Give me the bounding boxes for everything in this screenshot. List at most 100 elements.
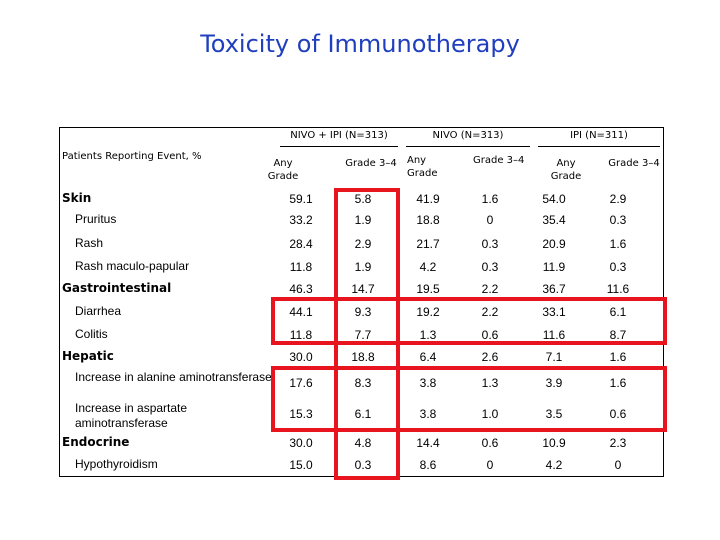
row-label: Colitis — [75, 327, 108, 341]
table-cell: 9.3 — [354, 305, 372, 319]
table-cell: 11.8 — [289, 260, 313, 274]
table-cell: 2.9 — [609, 192, 627, 206]
table-cell: 3.5 — [545, 407, 563, 421]
table-cell: 0.6 — [481, 328, 499, 342]
table-cell: 17.6 — [289, 376, 313, 390]
table-cell: 4.2 — [545, 458, 563, 472]
table-cell: 1.0 — [481, 407, 499, 421]
table-cell: 1.9 — [354, 260, 372, 274]
table-cell: 7.1 — [545, 350, 563, 364]
table-cell: 18.8 — [416, 213, 440, 227]
group-header-nivo-ipi: NIVO + IPI (N=313) — [290, 130, 388, 141]
table-cell: 30.0 — [289, 350, 313, 364]
table-cell: 14.4 — [416, 436, 440, 450]
table-cell: 33.1 — [542, 305, 566, 319]
group-header-ipi: IPI (N=311) — [570, 130, 628, 141]
group-underline-ipi — [538, 146, 660, 147]
group-header-nivo: NIVO (N=313) — [432, 130, 504, 141]
table-cell: 1.6 — [609, 237, 627, 251]
row-label: Pruritus — [75, 212, 117, 226]
row-label: Increase in alanine aminotransferase — [75, 370, 272, 384]
table-cell: 1.6 — [481, 192, 499, 206]
table-cell: 0.3 — [609, 213, 627, 227]
subheader-grade-3-4: Grade 3–4 — [608, 158, 660, 169]
table-cell: 0 — [614, 458, 622, 472]
table-cell: 2.2 — [481, 282, 499, 296]
table-cell: 0.6 — [481, 436, 499, 450]
table-cell: 15.0 — [289, 458, 313, 472]
table-cell: 11.6 — [606, 282, 630, 296]
table-cell: 4.8 — [354, 436, 372, 450]
table-cell: 41.9 — [416, 192, 440, 206]
table-cell: 35.4 — [542, 213, 566, 227]
table-cell: 0.3 — [481, 237, 499, 251]
group-underline-nivo — [406, 146, 530, 147]
table-cell: 0.3 — [481, 260, 499, 274]
table-cell: 2.6 — [481, 350, 499, 364]
table-cell: 30.0 — [289, 436, 313, 450]
table-cell: 1.9 — [354, 213, 372, 227]
subheader-any-grade: Any Grade — [267, 158, 299, 182]
table-cell: 2.3 — [609, 436, 627, 450]
row-label: Rash — [75, 236, 104, 250]
table-cell: 11.6 — [542, 328, 566, 342]
table-cell: 0 — [486, 458, 494, 472]
table-cell: 0.6 — [609, 407, 627, 421]
table-cell: 14.7 — [351, 282, 375, 296]
page-title: Toxicity of Immunotherapy — [200, 30, 520, 58]
table-cell: 28.4 — [289, 237, 313, 251]
table-cell: 1.6 — [609, 376, 627, 390]
table-cell: 10.9 — [542, 436, 566, 450]
subheader-grade-3-4: Grade 3–4 — [473, 155, 525, 166]
row-label: Gastrointestinal — [62, 281, 172, 295]
subheader-any-grade: Any Grade — [407, 155, 438, 179]
row-label: Increase in aspartate aminotransferase — [75, 401, 188, 430]
highlight-hepatic-rows — [271, 366, 667, 432]
table-cell: 15.3 — [289, 407, 313, 421]
highlight-gastrointestinal-rows — [271, 297, 667, 345]
table-cell: 59.1 — [289, 192, 313, 206]
table-cell: 3.8 — [419, 376, 437, 390]
table-cell: 44.1 — [289, 305, 313, 319]
table-cell: 0.3 — [354, 458, 372, 472]
table-cell: 6.1 — [354, 407, 372, 421]
table-cell: 33.2 — [289, 213, 313, 227]
table-cell: 5.8 — [354, 192, 372, 206]
table-cell: 4.2 — [419, 260, 437, 274]
table-cell: 3.8 — [419, 407, 437, 421]
table-cell: 8.3 — [354, 376, 372, 390]
row-label: Endocrine — [62, 435, 130, 449]
row-label: Rash maculo-papular — [75, 259, 190, 273]
table-cell: 7.7 — [354, 328, 372, 342]
table-cell: 21.7 — [416, 237, 440, 251]
table-cell: 1.3 — [419, 328, 437, 342]
table-cell: 6.4 — [419, 350, 437, 364]
table-cell: 8.7 — [609, 328, 627, 342]
table-cell: 0 — [486, 213, 494, 227]
highlight-grade3-4-column — [334, 188, 400, 480]
row-label: Skin — [62, 191, 92, 205]
table-cell: 19.2 — [416, 305, 440, 319]
table-cell: 46.3 — [289, 282, 313, 296]
table-cell: 54.0 — [542, 192, 566, 206]
table-cell: 19.5 — [416, 282, 440, 296]
table-cell: 8.6 — [419, 458, 437, 472]
table-cell: 2.2 — [481, 305, 499, 319]
table-cell: 3.9 — [545, 376, 563, 390]
table-cell: 0.3 — [609, 260, 627, 274]
table-cell: 18.8 — [351, 350, 375, 364]
row-label: Hypothyroidism — [75, 457, 158, 471]
row-label: Diarrhea — [75, 304, 122, 318]
table-cell: 11.8 — [289, 328, 313, 342]
table-cell: 6.1 — [609, 305, 627, 319]
subheader-grade-3-4: Grade 3–4 — [345, 158, 397, 169]
table-cell: 1.3 — [481, 376, 499, 390]
row-label: Hepatic — [62, 349, 114, 363]
table-cell: 20.9 — [542, 237, 566, 251]
subheader-any-grade: Any Grade — [550, 158, 582, 182]
table-cell: 2.9 — [354, 237, 372, 251]
table-cell: 11.9 — [542, 260, 566, 274]
table-cell: 1.6 — [609, 350, 627, 364]
group-underline-nivo-ipi — [280, 146, 398, 147]
row-label-heading: Patients Reporting Event, % — [62, 151, 202, 162]
